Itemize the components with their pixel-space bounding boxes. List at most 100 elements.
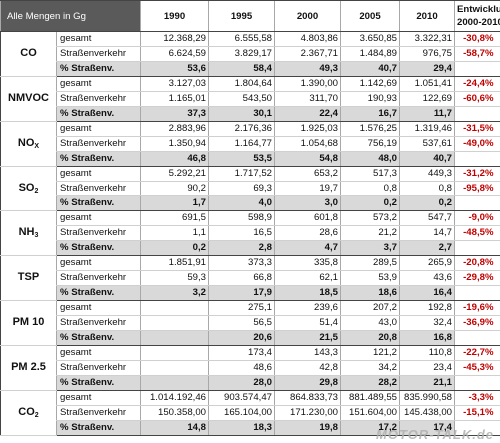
value-cell: 1.164,77 xyxy=(208,136,275,152)
row-label: gesamt xyxy=(56,76,141,92)
share-row: % Straßenv. 37,3 30,1 22,4 16,7 11,7 xyxy=(1,106,500,122)
row-label: Straßenverkehr xyxy=(56,181,141,197)
value-cell: 122,69 xyxy=(399,91,455,107)
value-cell: 3,7 xyxy=(340,240,400,257)
value-cell: 43,6 xyxy=(399,270,455,287)
value-cell: 976,75 xyxy=(399,46,455,62)
value-cell: 3.322,31 xyxy=(399,31,455,47)
trend-total: -31,2% xyxy=(454,166,500,182)
year-header: 2000 xyxy=(274,0,341,32)
value-cell: 2.176,36 xyxy=(208,121,275,137)
value-cell: 1.142,69 xyxy=(340,76,400,92)
value-cell: 20,6 xyxy=(208,330,275,347)
total-row: NMVOC gesamt 3.127,03 1.804,64 1.390,00 1.142… xyxy=(0,76,500,122)
value-cell: 53,6 xyxy=(140,61,209,77)
value-cell: 653,2 xyxy=(274,166,341,182)
year-header: 2010 xyxy=(399,0,455,32)
value-cell: 121,2 xyxy=(340,345,400,361)
value-cell: 62,1 xyxy=(274,270,341,287)
row-label: Straßenverkehr xyxy=(56,136,141,152)
value-cell: 207,2 xyxy=(340,300,400,317)
value-cell: 19,7 xyxy=(274,181,341,197)
share-row: % Straßenv. 46,8 53,5 54,8 48,0 40,7 xyxy=(1,151,500,167)
value-cell: 1.925,03 xyxy=(274,121,341,137)
value-cell: 4,0 xyxy=(208,195,275,212)
value-cell: 59,3 xyxy=(140,270,209,287)
value-cell: 192,8 xyxy=(399,300,455,317)
road-row: Straßenverkehr 56,5 51,4 43,0 32,4 -36,9% xyxy=(1,315,500,332)
value-cell: 573,2 xyxy=(340,210,400,227)
road-row: Straßenverkehr 59,3 66,8 62,1 53,9 43,6 -29,8% xyxy=(1,270,500,287)
total-row: SO2 gesamt 5.292,21 1.717,52 653,2 517,3 449,3… xyxy=(0,166,500,212)
trend-road: -36,9% xyxy=(454,315,500,332)
value-cell: 42,8 xyxy=(274,360,341,376)
value-cell: 864.833,73 xyxy=(274,390,341,406)
pollutant-name: NH3 xyxy=(0,210,57,257)
value-cell: 23,4 xyxy=(399,360,455,376)
value-cell: 0,8 xyxy=(340,181,400,197)
row-label: Straßenverkehr xyxy=(56,315,141,332)
share-row: % Straßenv. 3,2 17,9 18,5 18,6 16,4 xyxy=(1,285,500,302)
share-row: % Straßenv. 1,7 4,0 3,0 0,2 0,2 xyxy=(1,195,500,212)
value-cell: 46,8 xyxy=(140,151,209,167)
pollutant-symbol: SO xyxy=(18,181,35,194)
row-label: Straßenverkehr xyxy=(56,91,141,107)
pollutant-name: TSP xyxy=(0,255,57,302)
value-cell: 165.104,00 xyxy=(208,405,275,421)
value-cell: 37,3 xyxy=(140,106,209,122)
pollutant-symbol: PM 10 xyxy=(12,316,45,329)
road-row: Straßenverkehr 150.358,00 165.104,00 171.23… xyxy=(1,405,500,421)
pollutant-subscript: 2 xyxy=(34,187,39,195)
value-cell: 3,2 xyxy=(140,285,209,302)
pollutant-name: CO xyxy=(0,31,57,77)
value-cell: 1.484,89 xyxy=(340,46,400,62)
value-cell: 49,3 xyxy=(274,61,341,77)
row-label: gesamt xyxy=(56,300,141,317)
value-cell: 0,8 xyxy=(399,181,455,197)
trend-empty xyxy=(454,420,500,436)
value-cell: 110,8 xyxy=(399,345,455,361)
pollutant-name: PM 10 xyxy=(0,300,57,347)
row-label: gesamt xyxy=(56,210,141,227)
value-cell: 4.803,86 xyxy=(274,31,341,47)
pollutant-subscript: 3 xyxy=(34,232,39,240)
value-cell: 40,7 xyxy=(399,151,455,167)
value-cell: 21,1 xyxy=(399,375,455,391)
trend-road: -45,3% xyxy=(454,360,500,376)
value-cell: 4,7 xyxy=(274,240,341,257)
trend-total: -31,5% xyxy=(454,121,500,137)
row-label: % Straßenv. xyxy=(56,285,141,302)
value-cell: 17,9 xyxy=(208,285,275,302)
value-cell: 3.829,17 xyxy=(208,46,275,62)
pollutant-symbol: PM 2.5 xyxy=(11,360,46,373)
value-cell: 20,8 xyxy=(340,330,400,347)
value-cell: 2,8 xyxy=(208,240,275,257)
share-row: % Straßenv. 20,6 21,5 20,8 16,8 xyxy=(1,330,500,347)
pollutant-name: PM 2.5 xyxy=(0,345,57,391)
pollutant-name: NMVOC xyxy=(0,76,57,122)
value-cell: 0,2 xyxy=(399,195,455,212)
value-cell xyxy=(140,315,209,332)
trend-road: -95,8% xyxy=(454,181,500,197)
value-cell: 32,4 xyxy=(399,315,455,332)
value-cell: 1.717,52 xyxy=(208,166,275,182)
share-row: % Straßenv. 53,6 58,4 49,3 40,7 29,4 xyxy=(1,61,500,77)
value-cell: 56,5 xyxy=(208,315,275,332)
road-row: Straßenverkehr 48,6 42,8 34,2 23,4 -45,3% xyxy=(1,360,500,376)
value-cell: 145.438,00 xyxy=(399,405,455,421)
value-cell: 373,3 xyxy=(208,255,275,272)
value-cell: 0,2 xyxy=(140,240,209,257)
value-cell: 3.127,03 xyxy=(140,76,209,92)
row-label: Straßenverkehr xyxy=(56,225,141,242)
row-label: Straßenverkehr xyxy=(56,46,141,62)
value-cell: 881.489,55 xyxy=(340,390,400,406)
value-cell: 1,1 xyxy=(140,225,209,242)
value-cell: 18,5 xyxy=(274,285,341,302)
value-cell: 3,0 xyxy=(274,195,341,212)
value-cell: 40,7 xyxy=(340,61,400,77)
value-cell: 16,5 xyxy=(208,225,275,242)
pollutant-symbol: CO xyxy=(18,405,35,418)
trend-total: -30,8% xyxy=(454,31,500,47)
trend-total: -19,6% xyxy=(454,300,500,317)
